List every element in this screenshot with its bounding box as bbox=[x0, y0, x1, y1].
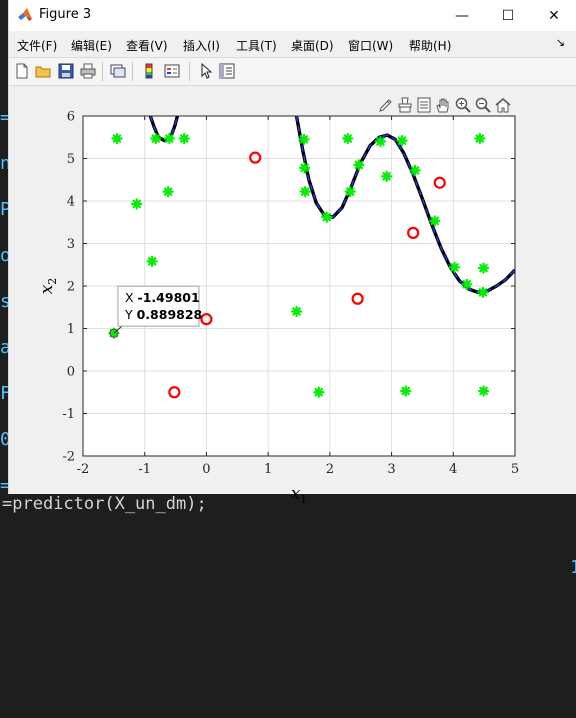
menu-insert[interactable]: 插入(I) bbox=[183, 39, 220, 53]
background-code-char: a bbox=[0, 337, 11, 358]
open-icon[interactable] bbox=[34, 62, 52, 80]
colorbar-icon[interactable] bbox=[140, 62, 158, 80]
figure-toolbar bbox=[9, 57, 576, 86]
datatip-icon[interactable] bbox=[396, 96, 414, 114]
background-code-char: 0 bbox=[0, 429, 11, 450]
pan-icon[interactable] bbox=[434, 96, 452, 114]
legend-icon[interactable] bbox=[163, 62, 181, 80]
background-code-char: P bbox=[0, 199, 11, 220]
matlab-logo-icon bbox=[18, 8, 32, 21]
toolbar-separator bbox=[102, 62, 103, 81]
title-bar: Figure 3 — ☐ ✕ bbox=[9, 0, 576, 31]
close-button[interactable]: ✕ bbox=[548, 7, 560, 24]
background-code-char: o bbox=[0, 245, 11, 266]
background-code-char: F bbox=[0, 383, 11, 404]
save-icon[interactable] bbox=[57, 62, 75, 80]
property-editor-icon[interactable] bbox=[218, 62, 236, 80]
menu-view[interactable]: 查看(V) bbox=[126, 39, 168, 53]
pointer-icon[interactable] bbox=[197, 62, 215, 80]
menu-desktop[interactable]: 桌面(D) bbox=[291, 39, 334, 53]
menu-window[interactable]: 窗口(W) bbox=[348, 39, 394, 53]
toolbar-separator bbox=[132, 62, 133, 81]
menu-edit[interactable]: 编辑(E) bbox=[71, 39, 112, 53]
toolbar-separator bbox=[189, 62, 190, 81]
menu-dock-arrow-icon[interactable]: ↘ bbox=[555, 36, 565, 49]
menu-bar: 文件(F) 编辑(E) 查看(V) 插入(I) 工具(T) 桌面(D) 窗口(W… bbox=[9, 32, 576, 56]
minimize-button[interactable]: — bbox=[455, 7, 469, 24]
zoom-out-icon[interactable] bbox=[474, 96, 492, 114]
brush-icon[interactable] bbox=[377, 96, 395, 114]
background-code-char: = bbox=[0, 475, 11, 496]
background-code-char: n bbox=[0, 153, 11, 174]
zoom-in-icon[interactable] bbox=[454, 96, 472, 114]
background-code-char: = bbox=[0, 107, 11, 128]
background-code-char: s bbox=[0, 291, 11, 312]
home-icon[interactable] bbox=[494, 96, 512, 114]
print-icon[interactable] bbox=[79, 62, 97, 80]
edit-icon[interactable] bbox=[415, 96, 433, 114]
figure-window: Figure 3 — ☐ ✕ 文件(F) 编辑(E) 查看(V) 插入(I) 工… bbox=[8, 0, 576, 494]
menu-tools[interactable]: 工具(T) bbox=[236, 39, 277, 53]
link-plot-icon[interactable] bbox=[109, 62, 127, 80]
maximize-button[interactable]: ☐ bbox=[501, 7, 515, 24]
new-figure-icon[interactable] bbox=[13, 62, 31, 80]
background-code-bottom: =predictor(X_un_dm); bbox=[0, 494, 576, 514]
menu-help[interactable]: 帮助(H) bbox=[409, 39, 452, 53]
menu-file[interactable]: 文件(F) bbox=[17, 39, 58, 53]
window-title: Figure 3 bbox=[39, 7, 92, 22]
